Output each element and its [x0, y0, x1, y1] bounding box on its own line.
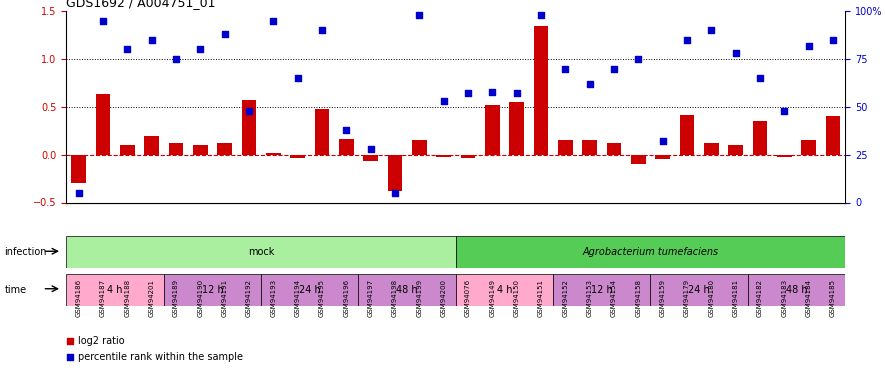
Point	[485, 88, 499, 94]
Point	[802, 43, 816, 49]
Bar	[96, 94, 110, 154]
Point	[120, 46, 135, 53]
Point	[510, 90, 524, 96]
Bar	[534, 26, 549, 154]
Bar	[582, 140, 596, 154]
Bar	[261, 274, 358, 306]
Bar	[553, 274, 650, 306]
Bar	[119, 145, 135, 154]
Point	[558, 66, 573, 72]
Point	[777, 108, 791, 114]
Point	[680, 37, 694, 43]
Bar	[144, 136, 159, 154]
Point	[193, 46, 207, 53]
Bar	[168, 143, 183, 154]
Point	[461, 90, 475, 96]
Text: time: time	[4, 285, 27, 295]
Point	[242, 108, 256, 114]
Bar	[777, 154, 792, 157]
Bar	[290, 154, 304, 158]
Point	[144, 37, 158, 43]
Text: Agrobacterium tumefaciens: Agrobacterium tumefaciens	[582, 247, 719, 257]
Bar	[66, 236, 456, 268]
Text: 24 h: 24 h	[689, 285, 710, 295]
Bar	[650, 274, 748, 306]
Bar	[826, 116, 841, 154]
Text: 24 h: 24 h	[299, 285, 320, 295]
Bar	[412, 140, 427, 154]
Point	[169, 56, 183, 62]
Bar	[388, 154, 402, 191]
Bar	[242, 100, 257, 154]
Point	[704, 27, 719, 33]
Bar	[485, 105, 499, 154]
Text: percentile rank within the sample: percentile rank within the sample	[78, 352, 243, 362]
Point	[436, 98, 450, 104]
Bar	[558, 140, 573, 154]
Text: infection: infection	[4, 247, 47, 257]
Bar	[607, 143, 621, 154]
Bar	[193, 145, 207, 154]
Point	[315, 27, 329, 33]
Bar	[802, 140, 816, 154]
Bar	[72, 154, 86, 183]
Text: 48 h: 48 h	[396, 285, 418, 295]
Point	[656, 138, 670, 144]
Bar	[436, 154, 450, 157]
Point	[218, 31, 232, 37]
Bar	[680, 114, 695, 154]
Point	[96, 18, 110, 24]
Point	[826, 37, 840, 43]
Bar	[631, 154, 646, 164]
Point	[412, 12, 427, 18]
Bar	[358, 274, 456, 306]
Point	[582, 81, 596, 87]
Bar	[456, 274, 553, 306]
Point	[607, 66, 621, 72]
Point	[388, 190, 402, 196]
Bar	[748, 274, 845, 306]
Bar	[363, 154, 378, 161]
Point	[631, 56, 645, 62]
Point	[72, 190, 86, 196]
Point	[290, 75, 304, 81]
Bar	[655, 154, 670, 159]
Point	[753, 75, 767, 81]
Bar	[728, 145, 743, 154]
Text: GDS1692 / A004751_01: GDS1692 / A004751_01	[66, 0, 216, 9]
Bar	[339, 140, 353, 154]
Point	[266, 18, 281, 24]
Point	[339, 127, 353, 133]
Bar	[752, 121, 767, 154]
Text: mock: mock	[248, 247, 274, 257]
Bar	[704, 143, 719, 154]
Bar	[460, 154, 475, 158]
Text: 12 h: 12 h	[591, 285, 612, 295]
Text: 4 h: 4 h	[496, 285, 512, 295]
Bar	[66, 274, 164, 306]
Bar	[266, 153, 281, 154]
Text: log2 ratio: log2 ratio	[78, 336, 125, 345]
Text: 12 h: 12 h	[202, 285, 223, 295]
Bar	[164, 274, 261, 306]
Bar	[315, 109, 329, 154]
Point	[364, 146, 378, 152]
Point	[63, 338, 77, 344]
Bar	[509, 102, 524, 154]
Point	[728, 50, 743, 56]
Bar	[456, 236, 845, 268]
Bar	[218, 143, 232, 154]
Point	[63, 354, 77, 360]
Text: 48 h: 48 h	[786, 285, 807, 295]
Point	[534, 12, 548, 18]
Text: 4 h: 4 h	[107, 285, 123, 295]
